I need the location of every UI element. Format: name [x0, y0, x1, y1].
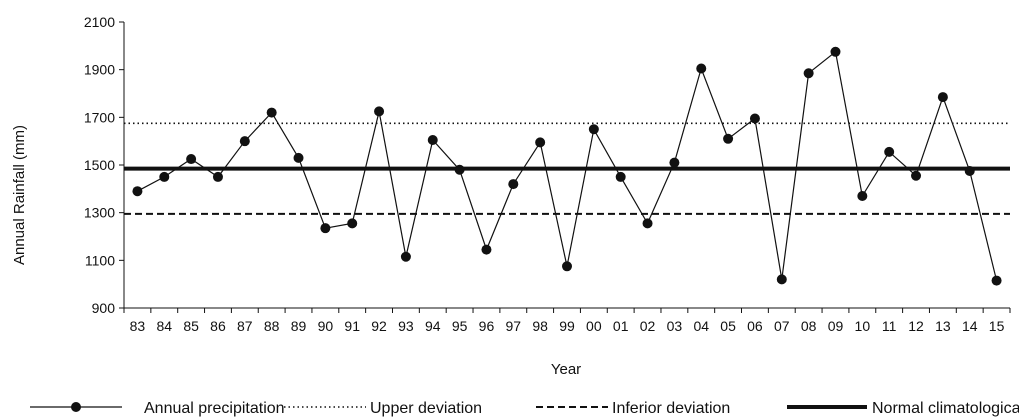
x-tick-label: 14: [962, 318, 978, 334]
data-point: [588, 124, 599, 135]
x-tick-label: 00: [586, 318, 602, 334]
data-point: [212, 171, 223, 182]
x-axis-title: Year: [551, 361, 581, 378]
y-axis-title: Annual Rainfall (mm): [11, 125, 28, 265]
plot-area: [124, 46, 1010, 286]
y-tick-label: 1100: [85, 252, 115, 268]
legend: Annual precipitation Upper deviation Infer…: [30, 400, 1019, 417]
x-tick-label: 91: [344, 318, 360, 334]
x-tick-label: 06: [747, 318, 763, 334]
data-point: [669, 157, 680, 168]
x-tick-label: 03: [667, 318, 683, 334]
data-point: [535, 137, 546, 148]
data-point: [776, 274, 787, 285]
data-point: [857, 190, 868, 201]
data-point: [266, 107, 277, 118]
data-point: [803, 68, 814, 79]
x-tick-label: 83: [130, 318, 146, 334]
x-tick-label: 04: [693, 318, 709, 334]
x-tick-label: 02: [640, 318, 656, 334]
x-tick-label: 13: [935, 318, 951, 334]
x-tick-label: 84: [156, 318, 172, 334]
legend-label: Upper deviation: [370, 400, 482, 417]
data-point: [374, 106, 385, 117]
x-tick-label: 89: [291, 318, 307, 334]
data-point: [884, 146, 895, 157]
legend-label: Normal climatological: [872, 400, 1019, 417]
legend-label: Inferior deviation: [612, 400, 730, 417]
x-tick-label: 11: [882, 318, 897, 334]
data-point: [615, 171, 626, 182]
x-tick-label: 94: [425, 318, 441, 334]
y-tick-label: 900: [92, 300, 116, 316]
x-tick-label: 86: [210, 318, 226, 334]
data-point: [347, 218, 358, 229]
y-axis: 900 1100 1300 1500 1700 1900 2100: [84, 14, 125, 316]
data-point: [911, 170, 922, 181]
data-point: [749, 113, 760, 124]
x-tick-label: 90: [318, 318, 334, 334]
x-tick-label: 95: [452, 318, 468, 334]
data-point: [132, 186, 143, 197]
x-tick-label: 92: [371, 318, 387, 334]
x-tick-label: 09: [828, 318, 844, 334]
data-point: [427, 134, 438, 145]
data-point: [239, 136, 250, 147]
x-tick-label: 96: [479, 318, 495, 334]
y-tick-label: 2100: [84, 14, 115, 30]
data-point: [991, 275, 1002, 286]
data-point: [642, 218, 653, 229]
x-tick-label: 98: [532, 318, 548, 334]
series-line: [137, 50, 998, 281]
y-tick-label: 1700: [84, 109, 115, 125]
x-tick-label: 85: [183, 318, 199, 334]
x-tick-label: 01: [613, 318, 629, 334]
data-point: [562, 261, 572, 272]
legend-marker: [71, 402, 81, 412]
x-tick-label: 93: [398, 318, 414, 334]
data-point: [937, 92, 948, 103]
x-tick-label: 15: [989, 318, 1005, 334]
x-tick-label: 08: [801, 318, 817, 334]
data-point: [964, 165, 975, 176]
x-tick-label: 10: [855, 318, 871, 334]
x-tick-label: 07: [774, 318, 790, 334]
x-tick-label: 99: [559, 318, 575, 334]
data-point: [696, 63, 707, 74]
x-tick-label: 97: [506, 318, 522, 334]
y-tick-label: 1300: [84, 205, 115, 221]
x-tick-label: 12: [908, 318, 924, 334]
x-axis: 83 84 85 86 87 88 89 90 91 92 93 94 95 96 97 98 99 00 01 02…: [123, 307, 1011, 334]
x-tick-label: 88: [264, 318, 280, 334]
data-point: [723, 133, 734, 144]
y-tick-label: 1900: [84, 62, 115, 78]
data-point: [508, 179, 519, 190]
x-tick-label: 87: [237, 318, 253, 334]
data-point: [320, 223, 331, 234]
x-tick-label: 05: [720, 318, 736, 334]
data-point: [400, 251, 411, 262]
data-point: [454, 164, 465, 175]
data-point: [481, 244, 492, 255]
legend-label: Annual precipitation: [144, 400, 285, 417]
data-point: [159, 171, 170, 182]
data-point: [186, 154, 197, 165]
y-tick-label: 1500: [84, 157, 115, 173]
data-point: [293, 152, 304, 163]
data-point: [830, 46, 841, 57]
